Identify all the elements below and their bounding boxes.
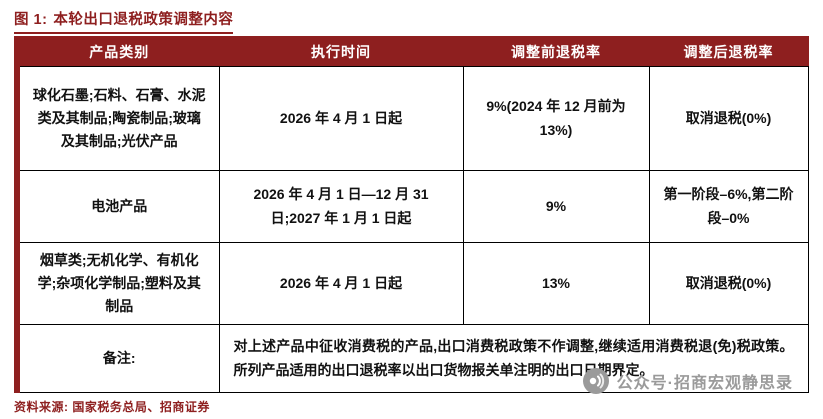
column-header-category: 产品类别 [20,36,220,67]
cell-before-rate: 13% [462,241,650,326]
cell-after-rate: 取消退税(0%) [648,66,809,171]
table-row: 烟草类;无机化学、有机化学;杂项化学制品;塑料及其制品 2026 年 4 月 1… [20,241,809,326]
policy-table-container: 产品类别 执行时间 调整前退税率 调整后退税率 球化石墨;石料、石膏、水泥类及其… [14,36,809,394]
cell-category: 电池产品 [20,170,220,243]
cell-category: 球化石墨;石料、石膏、水泥类及其制品;陶瓷制品;玻璃及其制品;光伏产品 [20,66,220,171]
figure-title-text: 本轮出口退税政策调整内容 [53,12,234,28]
cell-before-rate: 9%(2024 年 12 月前为 13%) [462,66,650,171]
cell-time: 2026 年 4 月 1 日—12 月 31 日;2027 年 1 月 1 日起 [218,170,464,243]
policy-table: 产品类别 执行时间 调整前退税率 调整后退税率 球化石墨;石料、石膏、水泥类及其… [20,36,809,394]
figure-label: 图 1: [14,12,48,28]
cell-after-rate: 第一阶段–6%,第二阶段–0% [648,170,809,243]
wechat-account-icon [582,368,609,394]
cell-before-rate: 9% [462,170,650,243]
watermark-text: 公众号·招商宏观静思录 [616,375,793,392]
note-label-cell: 备注: [20,324,220,394]
cell-category: 烟草类;无机化学、有机化学;杂项化学制品;塑料及其制品 [20,241,220,326]
cell-time: 2026 年 4 月 1 日起 [218,66,464,171]
note-row: 备注: 对上述产品中征收消费税的产品,出口消费税政策不作调整,继续适用消费税退(… [20,324,809,394]
table-row: 电池产品 2026 年 4 月 1 日—12 月 31 日;2027 年 1 月… [20,170,809,243]
table-row: 球化石墨;石料、石膏、水泥类及其制品;陶瓷制品;玻璃及其制品;光伏产品 2026… [20,66,809,171]
column-header-after-rate: 调整后退税率 [648,36,809,67]
cell-time: 2026 年 4 月 1 日起 [218,241,464,326]
cell-after-rate: 取消退税(0%) [648,241,809,326]
note-text-cell: 对上述产品中征收消费税的产品,出口消费税政策不作调整,继续适用消费税退(免)税政… [218,324,809,394]
column-header-time: 执行时间 [218,36,464,67]
source-note: 资料来源: 国家税务总局、招商证券 [14,400,210,414]
column-header-before-rate: 调整前退税率 [462,36,650,67]
table-header-row: 产品类别 执行时间 调整前退税率 调整后退税率 [20,36,809,67]
figure-title: 图 1: 本轮出口退税政策调整内容 [14,8,234,34]
watermark: 公众号·招商宏观静思录 [582,368,793,394]
